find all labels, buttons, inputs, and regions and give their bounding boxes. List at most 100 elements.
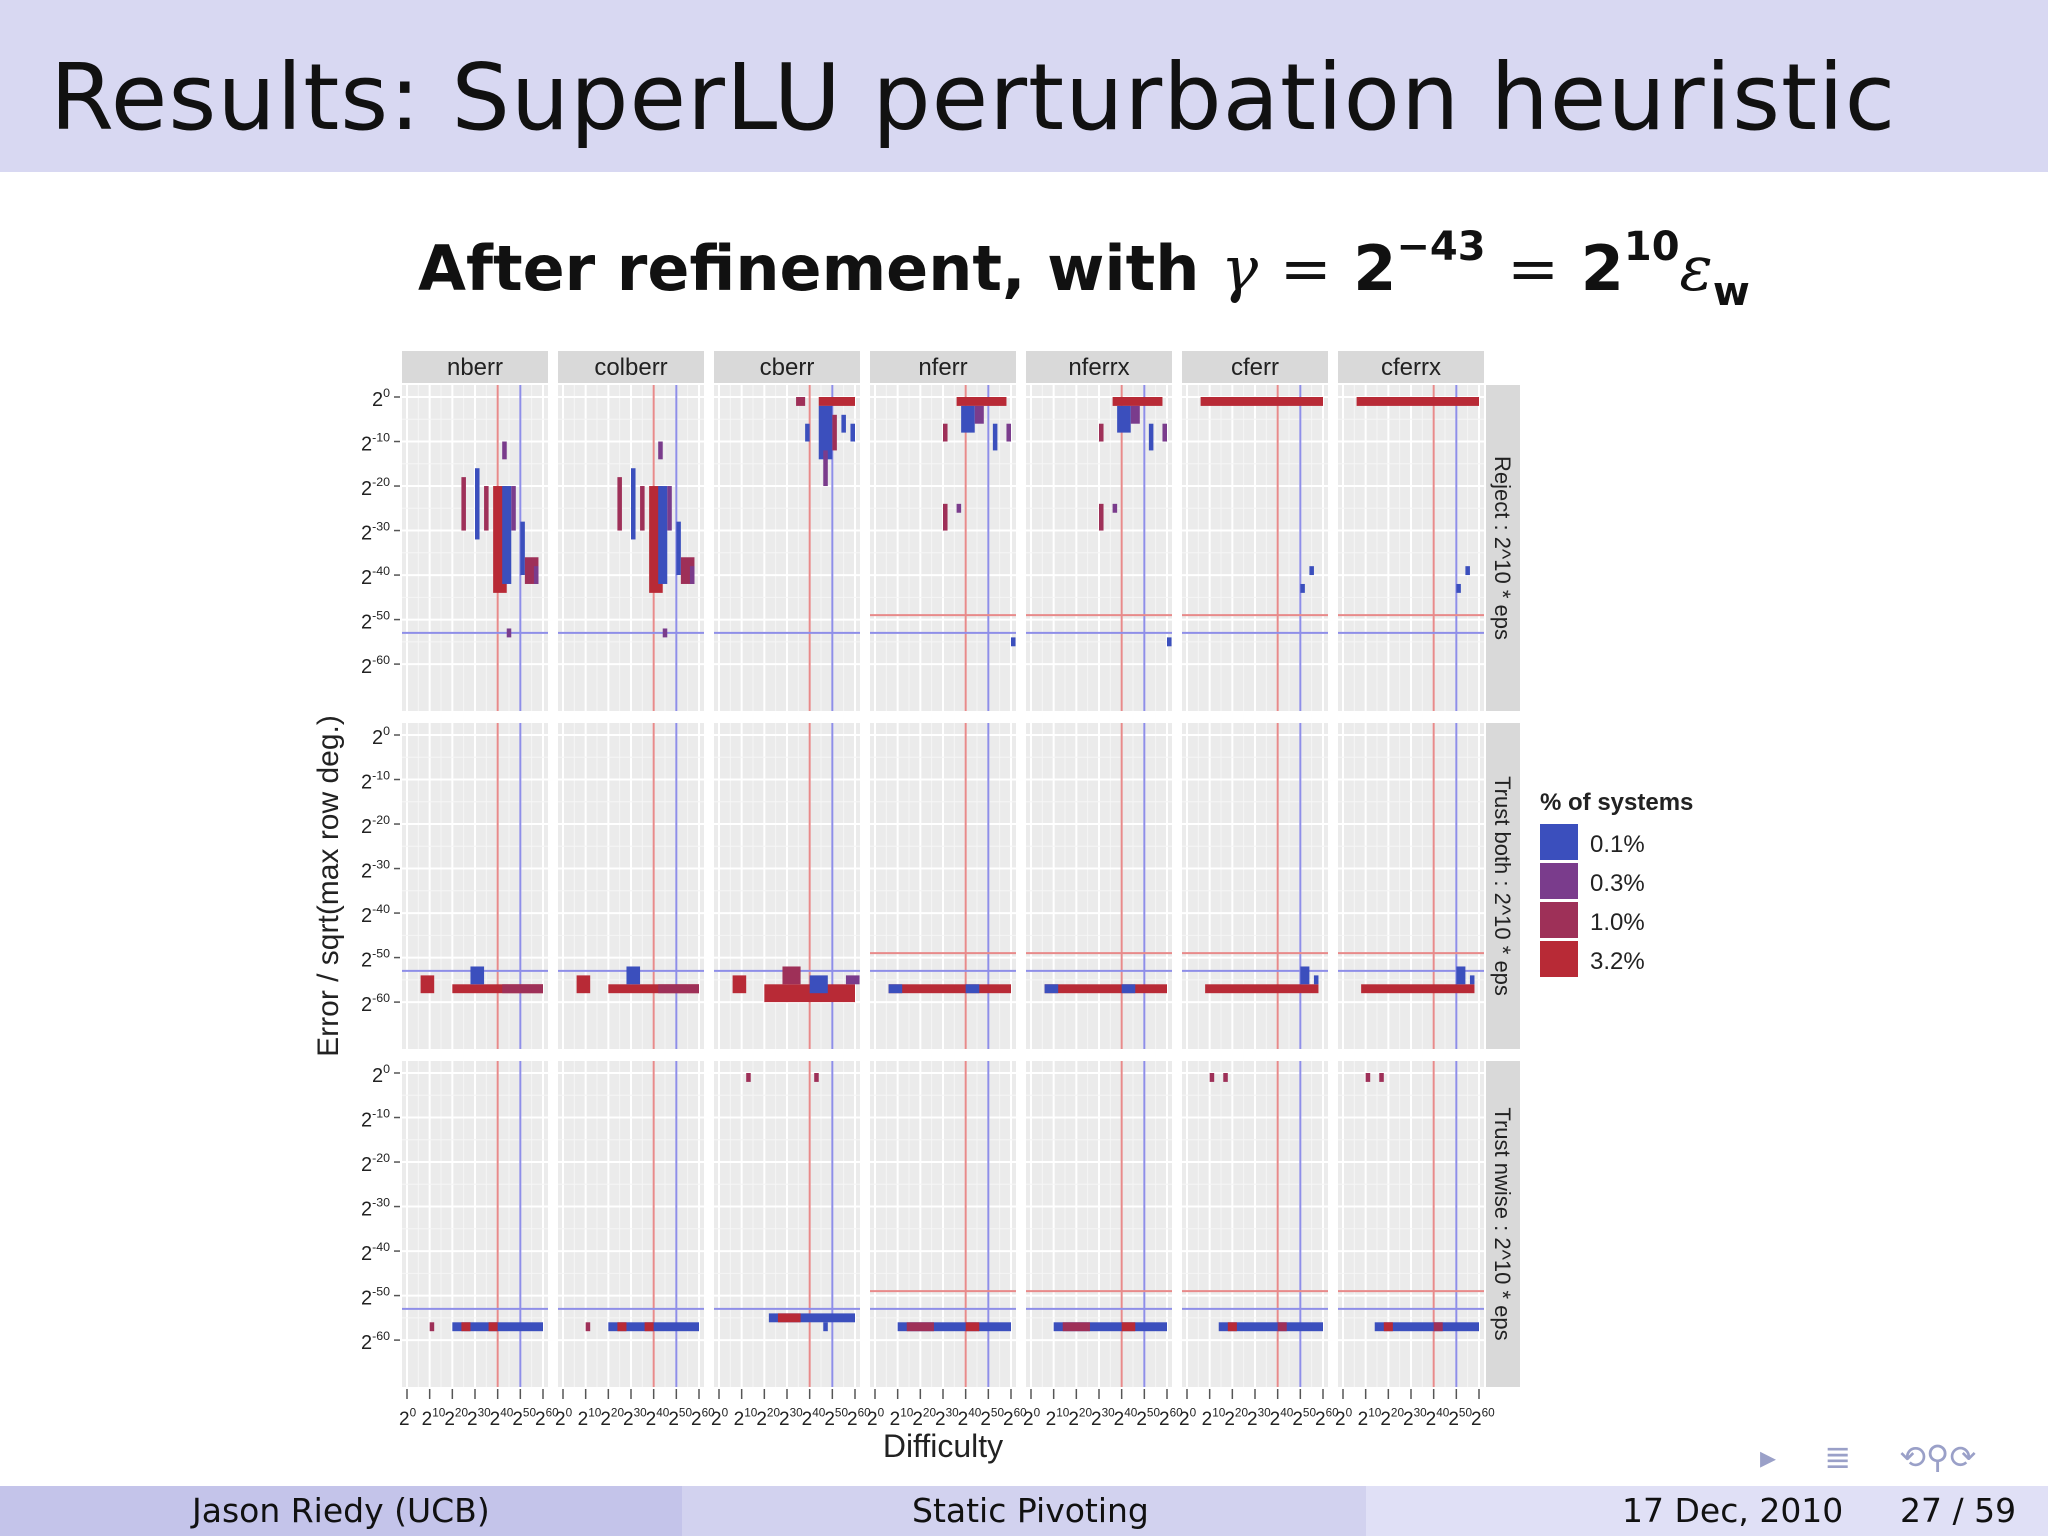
legend-label: 3.2% <box>1590 948 1645 975</box>
heatmap-cell <box>1209 1073 1215 1082</box>
x-tick-label: 260 <box>847 1406 871 1430</box>
facet-column-label: nferrx <box>1068 354 1129 381</box>
x-tick-label: 250 <box>980 1406 1004 1430</box>
heatmap-cell <box>961 405 975 433</box>
subtitle-equals-2: = <box>1507 232 1560 305</box>
y-tick-label: 2-20 <box>361 813 390 838</box>
x-tick-label: 240 <box>802 1406 826 1430</box>
facet-strip-row <box>1486 385 1520 711</box>
facet-strip-row <box>1486 1061 1520 1387</box>
x-tick-label: 260 <box>1315 1406 1339 1430</box>
subtitle-epsilon-sub: w <box>1712 269 1750 315</box>
x-tick-label: 260 <box>1003 1406 1027 1430</box>
heatmap-cell <box>965 1322 980 1332</box>
heatmap-cell <box>689 566 695 584</box>
facet-strip-column <box>870 351 1016 383</box>
faceted-heatmap-chart: nberr colberr cberr nferr nferrx cferr cferrx R… <box>312 351 1693 1464</box>
heatmap-cell <box>420 975 435 994</box>
x-tick-label: 20 <box>1179 1406 1197 1430</box>
x-tick-label: 230 <box>1247 1406 1271 1430</box>
heatmap-cell <box>644 1322 654 1332</box>
heatmap-cell <box>502 984 543 994</box>
heatmap-cell <box>676 521 681 576</box>
heatmap-cell <box>585 1322 591 1332</box>
y-tick-label: 2-50 <box>361 947 390 972</box>
x-tick-label: 220 <box>444 1406 468 1430</box>
x-tick-label: 220 <box>600 1406 624 1430</box>
y-tick-label: 2-10 <box>361 431 390 456</box>
facet-strip-column <box>1338 351 1484 383</box>
legend-label: 0.1% <box>1590 831 1645 858</box>
x-tick-label: 20 <box>1335 1406 1353 1430</box>
heatmap-cell <box>888 984 1011 994</box>
x-axis-title: Difficulty <box>883 1428 1003 1464</box>
heatmap-cell <box>1469 975 1475 985</box>
heatmap-cell <box>1223 1073 1228 1082</box>
heatmap-cell <box>1356 397 1479 406</box>
heatmap-cell <box>662 628 668 638</box>
heatmap-cell <box>1383 1322 1393 1332</box>
x-tick-label: 250 <box>1136 1406 1160 1430</box>
x-tick-label: 240 <box>958 1406 982 1430</box>
heatmap-cell <box>782 966 801 985</box>
heatmap-cell <box>956 397 1007 406</box>
footer-author: Jason Riedy (UCB) <box>192 1491 490 1530</box>
heatmap-cell <box>888 984 903 994</box>
heatmap-cell <box>823 450 828 487</box>
y-tick-label: 20 <box>372 724 390 749</box>
subtitle-base-1: 2 <box>1353 232 1397 305</box>
facet-strip-column <box>1182 351 1328 383</box>
heatmap-cell <box>746 1073 751 1082</box>
subtitle-text: After refinement, with <box>418 232 1200 305</box>
heatmap-cell <box>1162 423 1167 442</box>
heatmap-cell <box>658 441 663 460</box>
footer: Jason Riedy (UCB) Static Pivoting 17 Dec… <box>0 1486 2048 1536</box>
heatmap-cell <box>1044 984 1167 994</box>
heatmap-cell <box>533 566 539 584</box>
heatmap-cell <box>475 468 480 540</box>
heatmap-cell <box>429 1322 435 1332</box>
nav-arrow-icon[interactable]: ▸ <box>1760 1438 1777 1476</box>
x-tick-label: 220 <box>1380 1406 1404 1430</box>
subtitle-epsilon: ε <box>1679 232 1713 305</box>
legend-label: 1.0% <box>1590 909 1645 936</box>
title-bar <box>0 0 2048 172</box>
legend-label: 0.3% <box>1590 870 1645 897</box>
y-tick-label: 2-10 <box>361 769 390 794</box>
heatmap-cell <box>1277 1322 1287 1332</box>
x-tick-label: 20 <box>555 1406 573 1430</box>
heatmap-cell <box>1379 1073 1384 1082</box>
heatmap-cell <box>461 1322 471 1332</box>
x-tick-label: 240 <box>1114 1406 1138 1430</box>
heatmap-cell <box>1205 984 1319 994</box>
facet-strip-row <box>1486 723 1520 1049</box>
facet-strip-column <box>558 351 704 383</box>
facet-row-label: Reject : 2^10 * eps <box>1490 456 1515 640</box>
heatmap-cell <box>992 423 998 451</box>
x-tick-label: 230 <box>467 1406 491 1430</box>
x-tick-label: 230 <box>1091 1406 1115 1430</box>
footer-author-segment: Jason Riedy (UCB) <box>0 1486 682 1536</box>
facet-strip-column <box>402 351 548 383</box>
heatmap-cell <box>818 405 833 460</box>
x-tick-label: 220 <box>1068 1406 1092 1430</box>
heatmap-cell <box>1112 397 1163 406</box>
subtitle-base-2: 2 <box>1580 232 1624 305</box>
heatmap-cell <box>1300 966 1310 985</box>
y-tick-label: 2-30 <box>361 1196 390 1221</box>
y-tick-label: 2-60 <box>361 991 390 1016</box>
heatmap-cell <box>768 1313 855 1323</box>
heatmap-cell <box>1456 966 1466 985</box>
y-tick-label: 2-60 <box>361 653 390 678</box>
nav-search-icon[interactable]: ⟲⚲⟳ <box>1899 1438 1977 1476</box>
x-tick-label: 220 <box>756 1406 780 1430</box>
facet-column-label: cferrx <box>1381 354 1441 381</box>
heatmap-cell <box>1167 637 1172 647</box>
heatmap-cell <box>796 397 806 406</box>
footer-title-segment: Static Pivoting <box>682 1486 1366 1536</box>
subtitle-exponent-1: −43 <box>1396 224 1486 270</box>
heatmap-cell <box>805 423 810 442</box>
nav-menu-icon[interactable]: ≣ <box>1824 1438 1852 1476</box>
y-tick-label: 2-40 <box>361 564 390 589</box>
heatmap-cell <box>732 975 747 994</box>
